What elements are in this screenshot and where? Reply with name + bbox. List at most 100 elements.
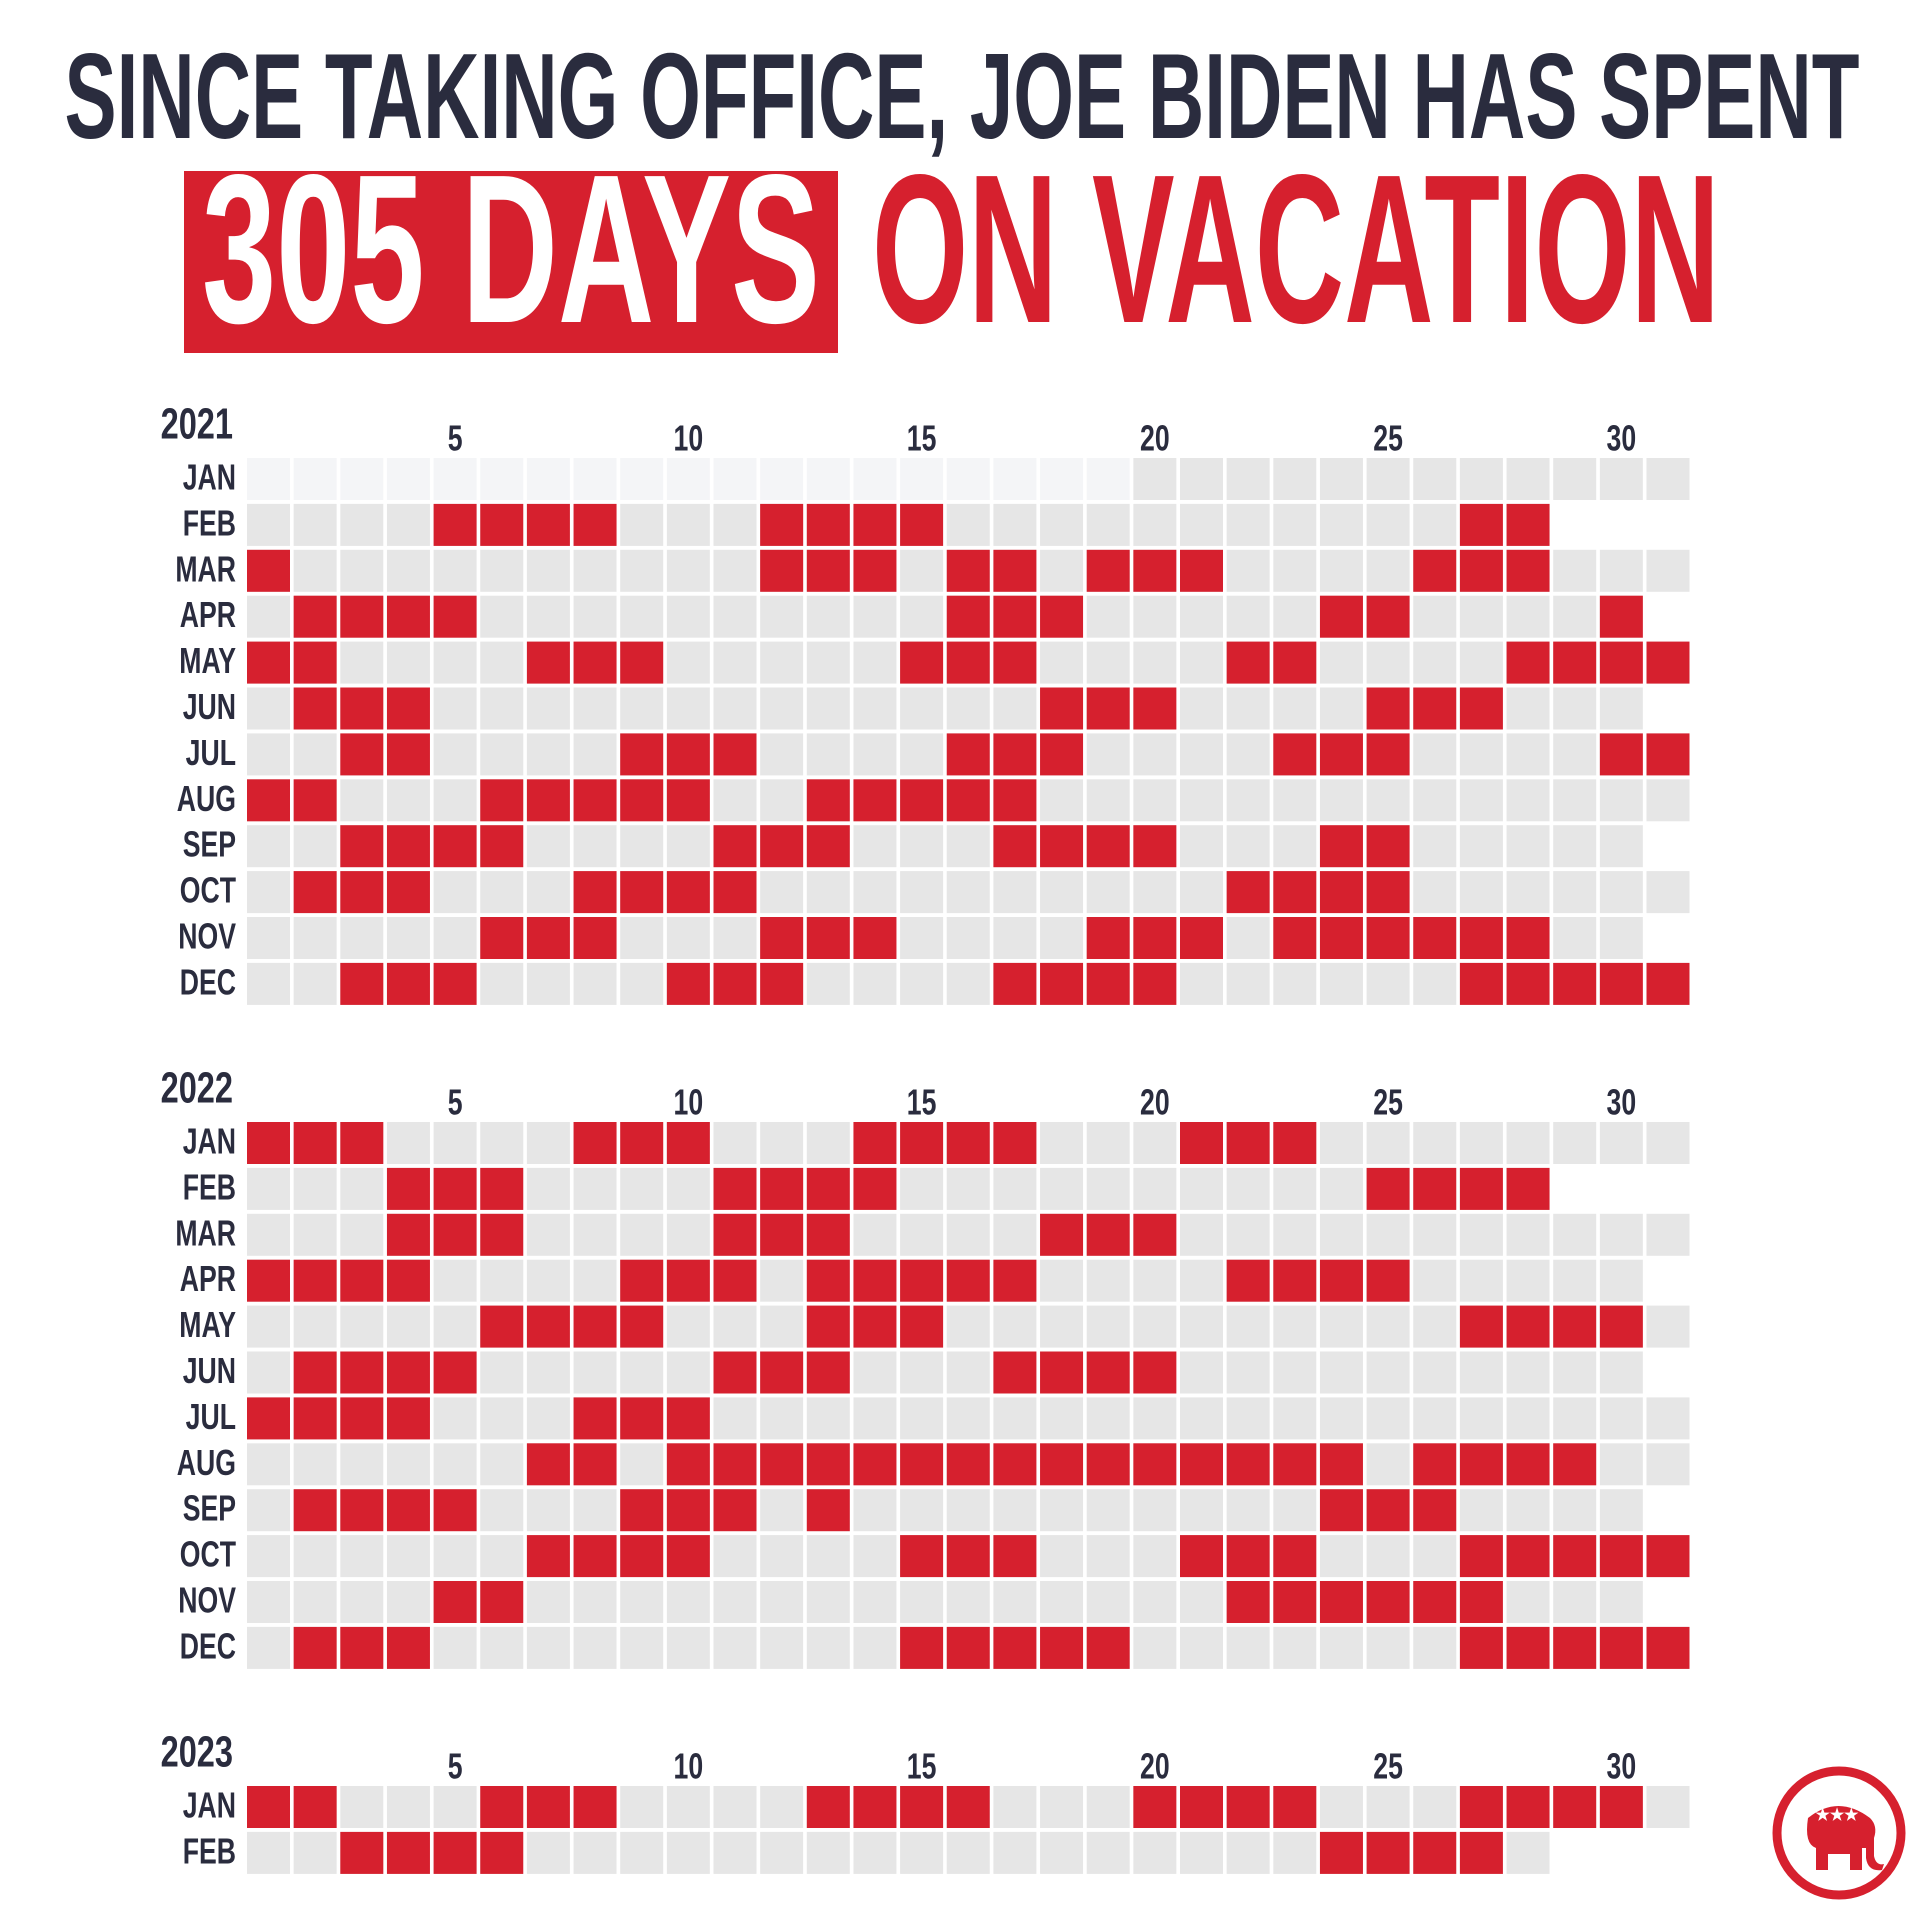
day-cell <box>293 458 337 500</box>
day-tick-label: 30 <box>1607 1082 1637 1123</box>
day-cell <box>900 1167 944 1210</box>
vacation-day <box>806 1443 850 1486</box>
day-cell <box>1086 641 1130 684</box>
day-cell <box>1040 1259 1084 1302</box>
day-cell <box>620 1831 664 1874</box>
day-cell <box>1180 641 1223 684</box>
vacation-day <box>806 1351 850 1394</box>
vacation-day <box>760 962 804 1005</box>
day-cell <box>713 1122 757 1164</box>
day-cell <box>1459 458 1503 500</box>
month-label-group: MAR <box>175 548 236 589</box>
month-label-group: FEB <box>183 1166 236 1207</box>
day-cell <box>1040 1535 1084 1578</box>
vacation-day <box>386 1259 430 1302</box>
day-tick-label: 10 <box>674 1082 704 1123</box>
day-cell <box>1506 779 1550 822</box>
day-cell <box>1459 1397 1503 1440</box>
day-cell <box>340 1535 384 1578</box>
day-cell <box>1413 1535 1457 1578</box>
day-cell <box>1040 641 1084 684</box>
day-cell <box>1226 1351 1270 1394</box>
vacation-day <box>1040 1626 1084 1669</box>
day-cell <box>760 1831 804 1874</box>
day-cell <box>1273 1305 1317 1348</box>
day-cell <box>1599 871 1643 914</box>
vacation-day <box>1506 1626 1550 1669</box>
day-cell <box>1366 962 1410 1005</box>
vacation-day <box>900 1786 944 1828</box>
vacation-day <box>1459 1167 1503 1210</box>
vacation-day <box>1040 595 1084 638</box>
day-cell <box>806 458 850 500</box>
day-cell <box>293 1535 337 1578</box>
month-label: MAY <box>179 640 236 681</box>
vacation-day <box>480 1831 524 1874</box>
vacation-day <box>620 1305 664 1348</box>
day-cell <box>1180 595 1223 638</box>
day-tick-group: 20 <box>1140 1082 1170 1123</box>
day-cell <box>573 1831 617 1874</box>
vacation-day <box>1366 687 1410 730</box>
day-cell <box>1086 1831 1130 1874</box>
day-cell <box>620 503 664 546</box>
vacation-day <box>1319 1581 1363 1623</box>
day-cell <box>1180 1259 1223 1302</box>
day-cell <box>1319 503 1363 546</box>
vacation-day <box>433 825 477 868</box>
day-cell <box>713 1397 757 1440</box>
month-label-group: JUN <box>183 1350 236 1391</box>
day-cell <box>1040 1167 1084 1210</box>
day-cell <box>1040 917 1084 959</box>
day-cell <box>806 1626 850 1669</box>
day-cell <box>1459 1213 1503 1256</box>
vacation-day <box>1273 1443 1317 1486</box>
vacation-day <box>1599 1786 1643 1828</box>
day-cell <box>713 917 757 959</box>
day-cell <box>1599 1581 1643 1623</box>
day-cell <box>340 549 384 592</box>
day-cell <box>806 871 850 914</box>
day-cell <box>713 1831 757 1874</box>
vacation-day <box>620 641 664 684</box>
month-label-group: JUL <box>186 1396 236 1437</box>
day-cell <box>1086 1167 1130 1210</box>
day-cell <box>293 1213 337 1256</box>
day-cell <box>1646 1213 1690 1256</box>
day-cell <box>433 549 477 592</box>
day-cell <box>1180 962 1223 1005</box>
day-cell <box>666 549 710 592</box>
day-cell <box>713 779 757 822</box>
month-label: JAN <box>183 1785 236 1826</box>
day-cell <box>433 641 477 684</box>
day-cell <box>293 825 337 868</box>
vacation-day <box>1553 962 1597 1005</box>
month-label: DEC <box>180 1625 236 1666</box>
vacation-day <box>480 825 524 868</box>
day-cell <box>620 549 664 592</box>
vacation-day <box>1646 1535 1690 1578</box>
vacation-day <box>620 733 664 776</box>
vacation-day <box>247 1397 290 1440</box>
day-cell <box>247 1213 290 1256</box>
vacation-day <box>713 962 757 1005</box>
day-cell <box>1226 825 1270 868</box>
vacation-day <box>340 1626 384 1669</box>
day-cell <box>853 1535 897 1578</box>
vacation-day <box>760 1213 804 1256</box>
vacation-day <box>806 503 850 546</box>
day-cell <box>1366 1443 1410 1486</box>
vacation-day <box>1040 733 1084 776</box>
vacation-day <box>340 595 384 638</box>
day-cell <box>1413 825 1457 868</box>
day-cell <box>340 1305 384 1348</box>
day-cell <box>247 962 290 1005</box>
day-cell <box>853 641 897 684</box>
day-cell <box>1413 779 1457 822</box>
month-label: JAN <box>183 1121 236 1162</box>
day-cell <box>1180 733 1223 776</box>
day-cell <box>480 687 524 730</box>
day-cell <box>1086 1489 1130 1532</box>
day-cell <box>1273 962 1317 1005</box>
day-cell <box>386 1122 430 1164</box>
